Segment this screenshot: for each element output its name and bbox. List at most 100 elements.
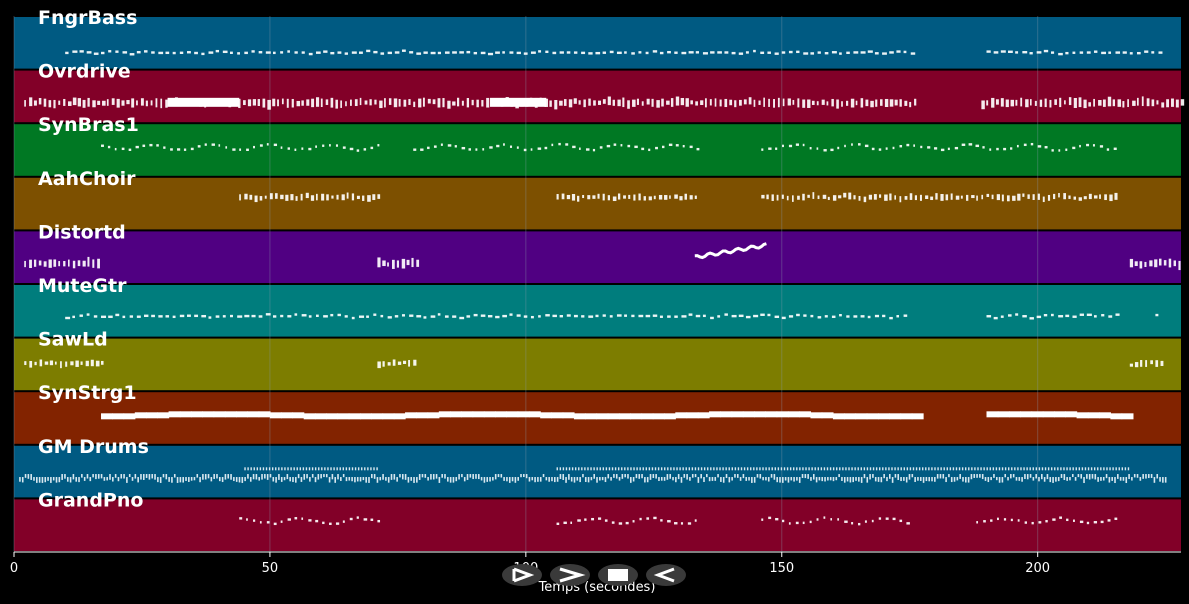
note [831, 315, 836, 318]
note [860, 315, 865, 318]
note [604, 519, 608, 522]
note [194, 51, 198, 55]
note [452, 51, 457, 54]
note [354, 477, 356, 483]
note [965, 467, 967, 471]
note [530, 148, 533, 151]
note [817, 51, 821, 54]
note [1024, 474, 1026, 479]
note [516, 51, 521, 55]
note [607, 474, 610, 479]
note [743, 99, 747, 105]
note [1027, 194, 1030, 199]
note [1122, 101, 1125, 108]
note [1007, 477, 1009, 481]
note [551, 477, 553, 482]
note [370, 518, 374, 521]
note [1134, 362, 1139, 368]
note [356, 516, 359, 519]
note [639, 517, 642, 521]
note [953, 477, 956, 482]
note [991, 97, 995, 108]
note [961, 143, 966, 146]
note [408, 360, 411, 367]
track-lane-aahchoir [14, 177, 1181, 230]
note [675, 477, 677, 483]
note [369, 99, 372, 106]
track-name-fngrbass: FngrBass [38, 7, 137, 29]
note [495, 51, 500, 54]
note [746, 467, 749, 471]
note [458, 474, 460, 480]
note [925, 195, 929, 200]
note [713, 467, 715, 471]
note [717, 315, 721, 318]
note [330, 467, 332, 471]
note [308, 467, 311, 471]
note [86, 313, 90, 316]
note [1149, 260, 1153, 267]
note [607, 96, 611, 106]
note [296, 467, 298, 471]
note [1054, 99, 1057, 105]
note [1038, 521, 1042, 524]
note [1055, 477, 1057, 482]
note [272, 98, 276, 107]
note [802, 467, 804, 471]
note [24, 361, 27, 366]
note [179, 51, 184, 54]
stop-button[interactable] [598, 564, 638, 586]
note [928, 467, 930, 471]
note [362, 195, 365, 201]
note [996, 517, 999, 521]
note [1015, 99, 1018, 106]
note [910, 52, 916, 55]
note [1100, 477, 1102, 481]
note [1108, 51, 1112, 54]
note [315, 193, 318, 201]
note [19, 477, 21, 482]
note [627, 474, 629, 479]
note [301, 100, 304, 106]
note [216, 474, 218, 479]
note [817, 467, 819, 471]
note [358, 315, 365, 318]
note [266, 521, 270, 524]
note [1049, 99, 1052, 108]
note [1106, 467, 1108, 471]
note [1099, 412, 1111, 419]
note [466, 98, 470, 108]
note [517, 477, 519, 481]
note [401, 314, 405, 317]
note [1079, 313, 1084, 316]
note [652, 413, 665, 420]
note [1065, 148, 1068, 151]
note [72, 315, 75, 319]
play-button[interactable] [502, 564, 542, 586]
rewind-button[interactable] [646, 564, 686, 586]
note [621, 474, 624, 479]
note [509, 51, 514, 54]
note [43, 261, 47, 267]
note [303, 474, 306, 480]
note [768, 516, 772, 520]
note [745, 315, 751, 319]
forward-button[interactable] [550, 564, 590, 586]
note [826, 101, 829, 106]
note [807, 99, 811, 108]
note [123, 413, 136, 420]
note [689, 477, 691, 481]
note [590, 477, 593, 481]
notes-grandpno [239, 516, 1118, 526]
note [366, 315, 369, 318]
note [351, 316, 355, 320]
note [670, 98, 674, 107]
note [257, 99, 261, 106]
note [323, 315, 328, 318]
note [294, 517, 298, 520]
note [377, 257, 381, 268]
note [624, 314, 627, 317]
note [1003, 518, 1007, 521]
note [760, 51, 765, 55]
note [131, 477, 134, 481]
